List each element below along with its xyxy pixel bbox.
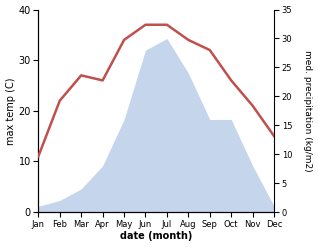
Y-axis label: med. precipitation (kg/m2): med. precipitation (kg/m2)	[303, 50, 313, 172]
Y-axis label: max temp (C): max temp (C)	[5, 77, 16, 144]
X-axis label: date (month): date (month)	[120, 231, 192, 242]
